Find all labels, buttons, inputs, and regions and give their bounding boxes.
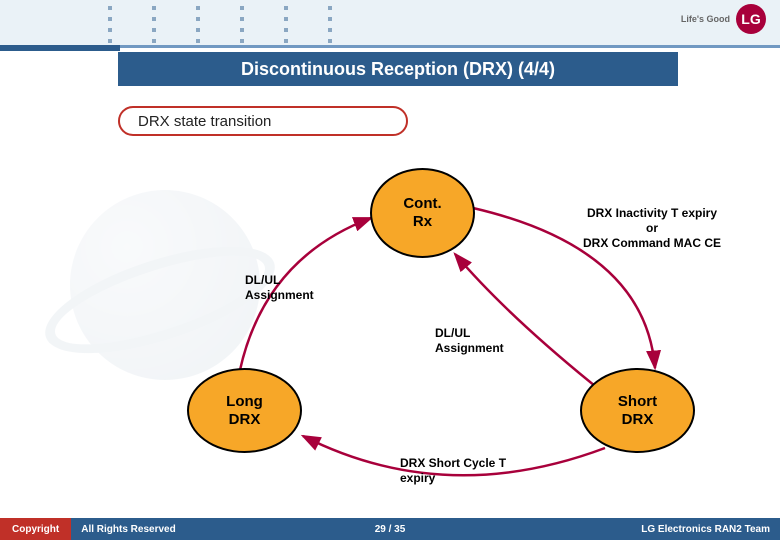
logo-tagline: Life's Good (681, 14, 730, 24)
footer-team: LG Electronics RAN2 Team (641, 524, 770, 535)
edge-label-short-expiry: DRX Short Cycle Texpiry (400, 456, 540, 486)
header-accent (0, 45, 120, 51)
slide-footer: Copyright All Rights Reserved 29 / 35 LG… (0, 518, 780, 540)
edge-label-inactivity: DRX Inactivity T expiryorDRX Command MAC… (577, 206, 727, 251)
slide-title: Discontinuous Reception (DRX) (4/4) (241, 59, 555, 80)
header-dots (108, 6, 332, 43)
state-diagram: Cont.Rx LongDRX ShortDRX DL/ULAssignment… (145, 138, 715, 488)
node-label-long: LongDRX (226, 393, 263, 429)
footer-page-number: 29 / 35 (375, 524, 406, 535)
brand-logo: Life's Good LG (681, 4, 766, 34)
logo-mark: LG (736, 4, 766, 34)
edge-label-dlul-mid: DL/ULAssignment (435, 326, 504, 356)
slide-title-bar: Discontinuous Reception (DRX) (4/4) (118, 52, 678, 86)
node-label-cont: Cont.Rx (403, 195, 441, 231)
state-node-long-drx: LongDRX (187, 368, 302, 453)
state-node-short-drx: ShortDRX (580, 368, 695, 453)
subtitle-text: DRX state transition (138, 113, 271, 130)
node-label-short: ShortDRX (618, 393, 657, 429)
section-subtitle: DRX state transition (118, 106, 408, 136)
footer-rights: All Rights Reserved (81, 524, 175, 535)
footer-copyright: Copyright (0, 518, 71, 540)
edge-label-dlul-left: DL/ULAssignment (245, 273, 314, 303)
state-node-cont-rx: Cont.Rx (370, 168, 475, 258)
